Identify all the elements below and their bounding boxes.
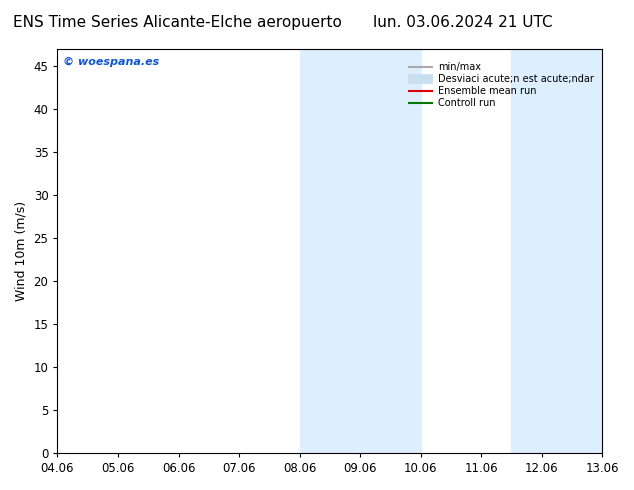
Y-axis label: Wind 10m (m/s): Wind 10m (m/s) — [15, 201, 28, 301]
Bar — [512, 49, 602, 453]
Text: lun. 03.06.2024 21 UTC: lun. 03.06.2024 21 UTC — [373, 15, 553, 30]
Bar — [300, 49, 420, 453]
Text: ENS Time Series Alicante-Elche aeropuerto: ENS Time Series Alicante-Elche aeropuert… — [13, 15, 342, 30]
Text: © woespana.es: © woespana.es — [63, 57, 159, 68]
Legend: min/max, Desviaci acute;n est acute;ndar, Ensemble mean run, Controll run: min/max, Desviaci acute;n est acute;ndar… — [404, 58, 597, 112]
